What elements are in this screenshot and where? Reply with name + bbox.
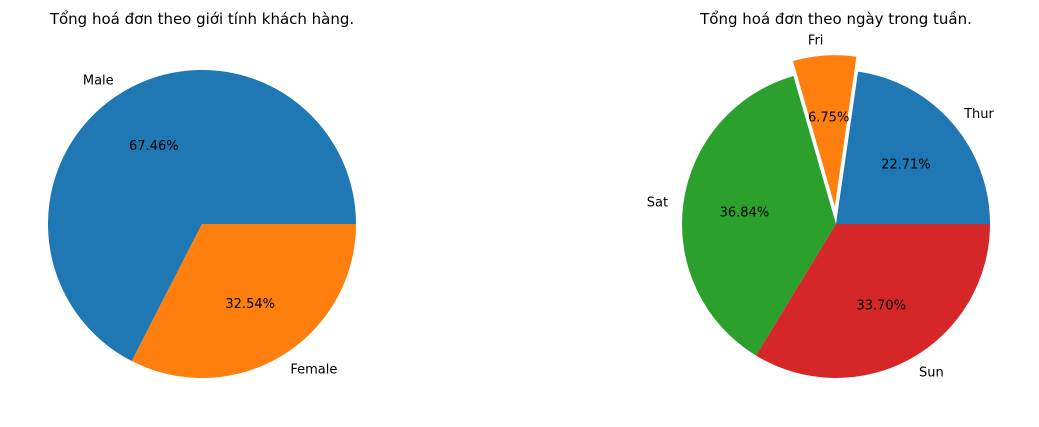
chart-title: Tổng hoá đơn theo giới tính khách hàng.: [49, 10, 354, 28]
slice-label-fri: Fri: [808, 34, 824, 49]
pie-slice-thur: [836, 71, 990, 224]
pie-slice-fri: [791, 54, 858, 209]
pie-slice-female: [131, 224, 356, 378]
gender-pie-chart: Tổng hoá đơn theo giới tính khách hàng. …: [48, 10, 356, 378]
chart-title: Tổng hoá đơn theo ngày trong tuần.: [699, 10, 972, 28]
slice-label-thur: Thur: [963, 107, 994, 122]
slice-percent-fri: 6.75%: [808, 110, 849, 125]
slice-percent-thur: 22.71%: [881, 158, 931, 173]
slice-percent-female: 32.54%: [225, 297, 275, 312]
slice-percent-sun: 33.70%: [856, 299, 906, 314]
slice-percent-male: 67.46%: [129, 139, 179, 154]
pie-slice-sat: [682, 76, 836, 356]
pie-slice-male: [48, 69, 356, 362]
pie-slice-sun: [755, 224, 990, 378]
slice-label-sun: Sun: [919, 366, 944, 381]
weekday-pie-chart: Tổng hoá đơn theo ngày trong tuần. Thur 2…: [647, 10, 995, 381]
slice-label-sat: Sat: [647, 196, 668, 211]
slice-percent-sat: 36.84%: [720, 206, 770, 221]
slice-label-female: Female: [290, 363, 337, 378]
slice-label-male: Male: [83, 73, 114, 88]
